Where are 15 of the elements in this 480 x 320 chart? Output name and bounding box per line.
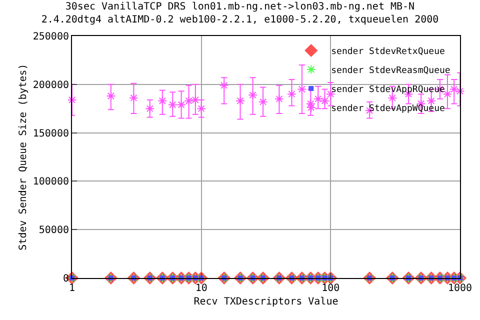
y-axis-title: Stdev Sender Queue Size (bytes) (18, 64, 29, 250)
x-axis-title: Recv TXDescriptors Value (194, 296, 338, 308)
legend-label: sender StdevRetxQueue (331, 47, 445, 58)
y-tick-label: 0 (62, 274, 69, 284)
x-tick-label: 10 (195, 283, 208, 294)
legend-label: sender StdevReasmQueue (331, 66, 450, 76)
x-tick-label: 100 (322, 283, 340, 294)
y-tick-label: 150000 (32, 128, 69, 140)
x-tick-label: 1 (68, 283, 76, 294)
y-tick-label: 200000 (32, 80, 69, 91)
x-tick-label: 1000 (448, 283, 472, 294)
y-tick-label: 100000 (32, 176, 69, 188)
y-tick-label: 50000 (38, 225, 69, 236)
y-tick-label: 250000 (32, 32, 69, 42)
chart-title: 30sec VanillaTCP DRS lon01.mb-ng.net->lon03.mb-ng.net MB-N 2.4.20dtg4 altAIMD-0.2 web100-2.2.1, e1000-5.2.20, txqueuelen 2000 (41, 2, 439, 26)
